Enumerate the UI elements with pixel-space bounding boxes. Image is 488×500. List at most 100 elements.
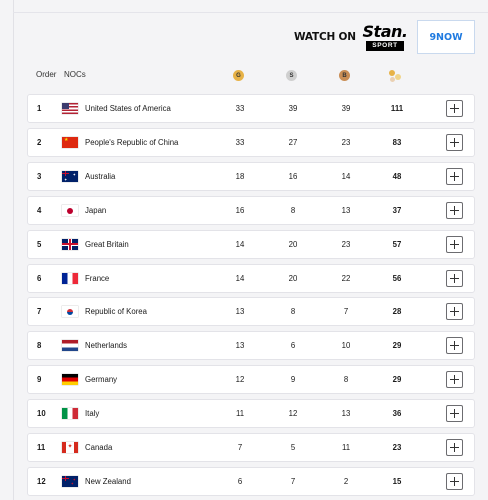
gold-count: 33 <box>235 104 245 113</box>
country-name: Japan <box>85 205 107 215</box>
table-row[interactable]: 2 ★ People's Republic of China 33 27 23 83 <box>27 127 475 157</box>
total-count: 36 <box>392 409 402 419</box>
total-medals-icon <box>389 70 405 84</box>
silver-count: 8 <box>290 307 296 317</box>
table-row[interactable]: 7 Republic of Korea 13 8 7 28 <box>27 297 475 327</box>
gold-count: 12 <box>235 375 245 385</box>
gold-count: 14 <box>235 239 245 249</box>
germany-flag-icon <box>62 366 78 393</box>
expand-row-button[interactable] <box>446 167 463 185</box>
left-divider <box>13 0 14 500</box>
expand-row-button[interactable] <box>446 201 463 219</box>
expand-row-button[interactable] <box>446 371 463 389</box>
table-row[interactable]: 8 Netherlands 13 6 10 29 <box>27 331 475 361</box>
expand-row-button[interactable] <box>446 439 463 456</box>
bronze-count: 39 <box>341 104 351 113</box>
table-row[interactable]: 12 ✦ ✦ New Zealand 6 7 2 15 <box>27 466 475 496</box>
expand-row-button[interactable] <box>446 133 463 151</box>
bronze-count: 22 <box>341 273 351 283</box>
gold-count: 6 <box>237 476 243 486</box>
total-count: 56 <box>392 273 402 283</box>
expand-row-button[interactable] <box>446 337 463 355</box>
table-row[interactable]: 6 France 14 20 22 56 <box>27 263 475 293</box>
rank-cell: 3 <box>37 171 42 181</box>
country-name: France <box>85 273 110 283</box>
usa-flag-icon <box>62 95 78 122</box>
rank-cell: 1 <box>37 104 42 113</box>
country-name: Australia <box>85 171 116 181</box>
bronze-count: 23 <box>341 239 351 249</box>
total-count: 37 <box>392 205 402 215</box>
expand-row-button[interactable] <box>446 303 463 321</box>
total-count: 15 <box>392 476 402 486</box>
nine-now-wordmark: 9NOW <box>429 31 463 43</box>
bronze-count: 7 <box>343 307 349 317</box>
new-zealand-flag-icon: ✦ ✦ <box>62 468 78 495</box>
expand-row-button[interactable] <box>446 472 463 490</box>
gold-count: 16 <box>235 205 245 215</box>
table-row[interactable]: 4 Japan 16 8 13 37 <box>27 195 475 225</box>
bronze-count: 14 <box>341 171 351 181</box>
rank-cell: 8 <box>37 341 42 351</box>
country-name: New Zealand <box>85 476 131 486</box>
silver-count: 16 <box>288 171 298 181</box>
header-order: Order <box>36 70 57 79</box>
stan-wordmark: Stan. <box>362 21 408 41</box>
total-count: 57 <box>392 239 402 249</box>
expand-row-button[interactable] <box>446 405 463 423</box>
table-row[interactable]: 1 United States of America 33 39 39 111 <box>27 94 475 123</box>
silver-count: 8 <box>290 205 296 215</box>
korea-flag-icon <box>62 298 78 325</box>
top-divider <box>13 12 488 13</box>
country-name: United States of America <box>85 104 171 113</box>
broadcast-partners: WATCH ON Stan. SPORT 9NOW <box>294 20 475 54</box>
gold-count: 33 <box>235 137 245 147</box>
table-row[interactable]: 5 Great Britain 14 20 23 57 <box>27 229 475 259</box>
bronze-count: 13 <box>341 409 351 419</box>
rank-cell: 12 <box>37 476 46 486</box>
bronze-count: 11 <box>341 443 351 452</box>
silver-count: 7 <box>290 476 296 486</box>
japan-flag-icon <box>62 197 78 224</box>
silver-count: 5 <box>290 443 296 452</box>
expand-row-button[interactable] <box>446 100 463 117</box>
bronze-medal-icon: B <box>339 70 350 81</box>
rank-cell: 5 <box>37 239 42 249</box>
bronze-count: 13 <box>341 205 351 215</box>
country-name: Canada <box>85 443 113 452</box>
table-row[interactable]: 11 ✦ Canada 7 5 11 23 <box>27 433 475 462</box>
france-flag-icon <box>62 265 78 292</box>
table-row[interactable]: 9 Germany 12 9 8 29 <box>27 365 475 395</box>
rank-cell: 9 <box>37 375 42 385</box>
nine-now-logo[interactable]: 9NOW <box>417 20 475 54</box>
rank-cell: 10 <box>37 409 46 419</box>
rank-cell: 4 <box>37 205 42 215</box>
bronze-count: 8 <box>343 375 349 385</box>
total-count: 28 <box>392 307 402 317</box>
italy-flag-icon <box>62 400 78 427</box>
gold-count: 7 <box>237 443 243 452</box>
bronze-count: 2 <box>343 476 349 486</box>
table-row[interactable]: 10 Italy 11 12 13 36 <box>27 399 475 429</box>
expand-row-button[interactable] <box>446 269 463 287</box>
gold-count: 18 <box>235 171 245 181</box>
country-name: People's Republic of China <box>85 137 179 147</box>
silver-count: 27 <box>288 137 298 147</box>
stan-sport-tag: SPORT <box>366 40 404 51</box>
country-name: Republic of Korea <box>85 307 147 317</box>
silver-count: 20 <box>288 239 298 249</box>
gold-count: 11 <box>235 409 245 419</box>
netherlands-flag-icon <box>62 332 78 359</box>
country-name: Germany <box>85 375 118 385</box>
stan-sport-logo[interactable]: Stan. SPORT <box>362 20 408 54</box>
bronze-count: 23 <box>341 137 351 147</box>
canada-flag-icon: ✦ <box>62 434 78 461</box>
expand-row-button[interactable] <box>446 235 463 253</box>
silver-count: 20 <box>288 273 298 283</box>
table-row[interactable]: 3 ✦ ✦ Australia 18 16 14 48 <box>27 161 475 191</box>
table-header: Order NOCs G S B <box>27 70 475 84</box>
gold-count: 14 <box>235 273 245 283</box>
country-name: Netherlands <box>85 341 128 351</box>
country-name: Italy <box>85 409 100 419</box>
